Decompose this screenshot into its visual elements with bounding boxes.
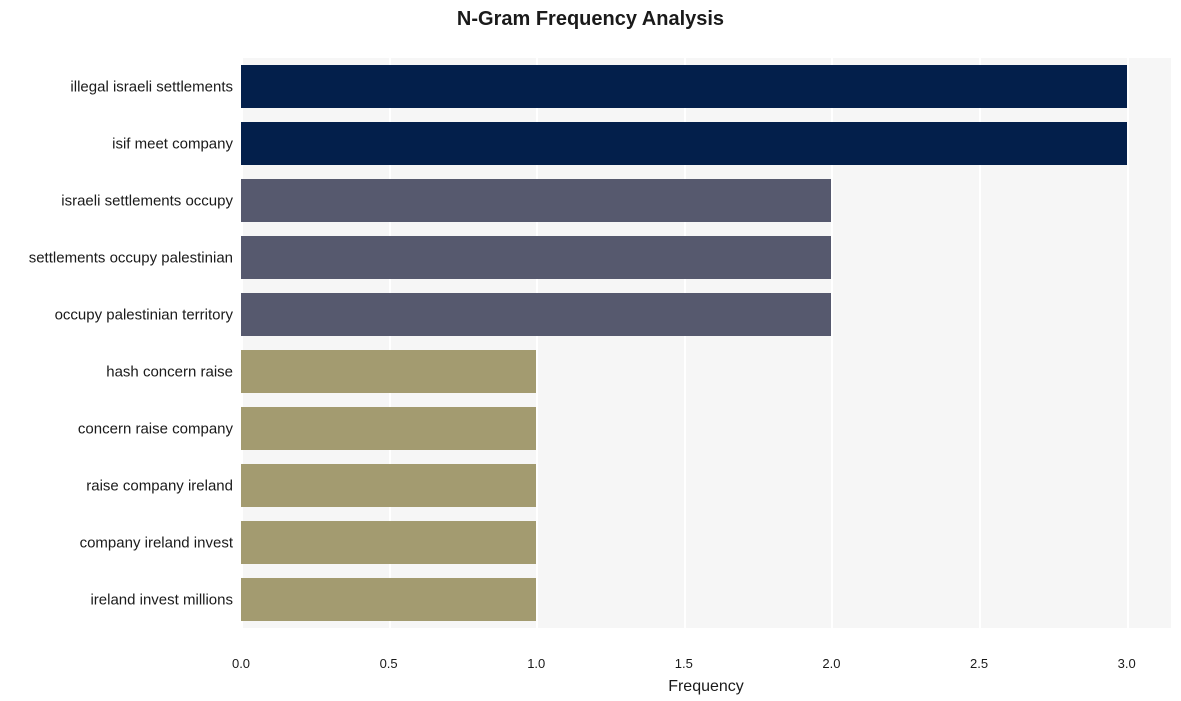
x-tick-label: 3.0	[1118, 656, 1136, 671]
bar	[241, 179, 831, 223]
bar	[241, 65, 1127, 109]
plot-area: illegal israeli settlementsisif meet com…	[241, 36, 1171, 650]
y-axis-label: israeli settlements occupy	[61, 192, 233, 209]
bar	[241, 407, 536, 451]
y-axis-label: occupy palestinian territory	[55, 306, 233, 323]
bar	[241, 578, 536, 622]
bar	[241, 122, 1127, 166]
x-tick-label: 1.0	[527, 656, 545, 671]
x-tick-label: 2.5	[970, 656, 988, 671]
y-axis-label: ireland invest millions	[90, 591, 233, 608]
x-tick-label: 2.0	[822, 656, 840, 671]
y-axis-label: settlements occupy palestinian	[29, 249, 233, 266]
gridline	[1127, 36, 1129, 650]
bar	[241, 236, 831, 280]
bar	[241, 521, 536, 565]
x-axis-title: Frequency	[241, 678, 1171, 696]
chart-title: N-Gram Frequency Analysis	[0, 8, 1181, 31]
bar	[241, 350, 536, 394]
bar	[241, 464, 536, 508]
y-axis-label: hash concern raise	[106, 363, 233, 380]
y-axis-label: concern raise company	[78, 420, 233, 437]
y-axis-label: raise company ireland	[86, 477, 233, 494]
y-axis-label: illegal israeli settlements	[70, 78, 233, 95]
x-tick-label: 0.0	[232, 656, 250, 671]
chart-container: N-Gram Frequency Analysis illegal israel…	[0, 0, 1181, 701]
bar	[241, 293, 831, 337]
y-axis-label: company ireland invest	[80, 534, 233, 551]
x-tick-label: 0.5	[380, 656, 398, 671]
x-tick-label: 1.5	[675, 656, 693, 671]
y-axis-label: isif meet company	[112, 135, 233, 152]
